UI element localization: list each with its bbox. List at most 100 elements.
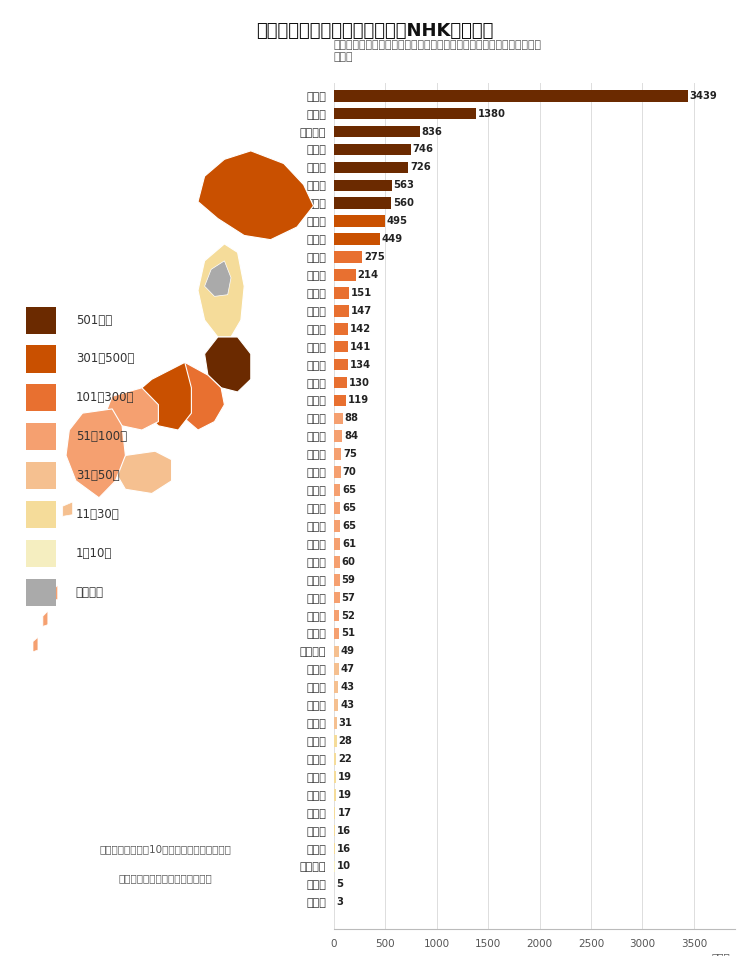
Bar xyxy=(334,198,392,209)
Polygon shape xyxy=(33,638,38,652)
Bar xyxy=(334,180,392,191)
Bar xyxy=(334,270,356,281)
Bar xyxy=(334,610,339,621)
Bar xyxy=(334,413,343,424)
Bar xyxy=(334,663,338,675)
Text: 43: 43 xyxy=(340,700,354,710)
Text: 1380: 1380 xyxy=(478,109,506,119)
Text: 28: 28 xyxy=(338,736,352,746)
Bar xyxy=(334,341,348,353)
Bar xyxy=(334,682,338,693)
Text: 151: 151 xyxy=(351,288,373,298)
Polygon shape xyxy=(198,151,314,240)
Bar xyxy=(334,628,339,640)
Text: 57: 57 xyxy=(341,593,356,602)
Text: 84: 84 xyxy=(344,431,358,442)
Text: 17: 17 xyxy=(338,808,351,817)
FancyBboxPatch shape xyxy=(26,384,56,411)
Text: 52: 52 xyxy=(341,611,355,620)
Bar xyxy=(334,574,340,585)
Bar xyxy=(334,771,336,783)
FancyBboxPatch shape xyxy=(26,540,56,567)
Text: 560: 560 xyxy=(393,198,414,208)
Text: 発表なし: 発表なし xyxy=(76,586,104,599)
Text: 746: 746 xyxy=(413,144,434,155)
Text: 301～500人: 301～500人 xyxy=(76,353,134,365)
Polygon shape xyxy=(53,585,58,601)
Text: 65: 65 xyxy=(342,485,356,495)
Text: 119: 119 xyxy=(348,396,369,405)
Bar xyxy=(334,789,336,800)
Bar xyxy=(334,538,340,550)
FancyBboxPatch shape xyxy=(26,462,56,489)
Text: 142: 142 xyxy=(350,324,371,334)
Text: 31: 31 xyxy=(339,718,352,728)
Text: 75: 75 xyxy=(344,449,357,459)
FancyBboxPatch shape xyxy=(26,424,56,450)
Text: 130: 130 xyxy=(349,378,370,387)
Bar xyxy=(334,215,385,227)
Bar xyxy=(334,287,350,298)
Bar xyxy=(334,645,339,657)
Bar xyxy=(334,556,340,568)
Polygon shape xyxy=(142,362,191,430)
Bar xyxy=(334,143,410,155)
FancyBboxPatch shape xyxy=(26,307,56,334)
Bar xyxy=(334,520,340,532)
Text: 43: 43 xyxy=(340,683,354,692)
Text: 65: 65 xyxy=(342,521,356,531)
Text: 都道府県別の感染者数（累計・NHKまとめ）: 都道府県別の感染者数（累計・NHKまとめ） xyxy=(256,22,494,40)
FancyBboxPatch shape xyxy=(26,345,56,373)
Text: 88: 88 xyxy=(345,413,358,424)
Bar xyxy=(334,305,349,316)
Bar xyxy=(334,717,337,728)
Bar xyxy=(334,162,409,173)
Bar xyxy=(334,448,341,460)
Text: 134: 134 xyxy=(350,359,370,370)
Bar xyxy=(334,753,336,765)
Polygon shape xyxy=(63,502,73,516)
FancyBboxPatch shape xyxy=(26,579,56,606)
Text: 61: 61 xyxy=(342,539,356,549)
Bar xyxy=(334,735,337,747)
Bar xyxy=(334,377,347,388)
Bar xyxy=(334,467,341,478)
Text: 59: 59 xyxy=(342,575,355,585)
Bar xyxy=(334,395,346,406)
Bar xyxy=(334,825,335,836)
Text: 501人～: 501人～ xyxy=(76,314,112,327)
Text: 101～300人: 101～300人 xyxy=(76,391,134,404)
Text: 3: 3 xyxy=(336,898,343,907)
Text: 147: 147 xyxy=(351,306,372,315)
Text: （人）: （人） xyxy=(711,952,730,956)
Bar xyxy=(334,592,340,603)
Polygon shape xyxy=(106,388,158,430)
Text: 275: 275 xyxy=(364,252,385,262)
Bar xyxy=(334,485,340,496)
Polygon shape xyxy=(43,611,48,626)
Text: 65: 65 xyxy=(342,503,356,513)
Text: 下のグラフや数字をクリック・タップするとその都道府県の推移を見ら
れます: 下のグラフや数字をクリック・タップするとその都道府県の推移を見ら れます xyxy=(334,40,542,62)
Bar xyxy=(334,108,476,120)
Polygon shape xyxy=(172,362,224,430)
Bar xyxy=(334,126,420,138)
Bar xyxy=(334,807,335,818)
Text: 51～100人: 51～100人 xyxy=(76,430,127,444)
Text: 726: 726 xyxy=(410,163,431,172)
Polygon shape xyxy=(66,409,125,498)
Text: 1～10人: 1～10人 xyxy=(76,547,112,560)
Text: 19: 19 xyxy=(338,790,352,800)
Text: 16: 16 xyxy=(338,843,351,854)
Text: 3439: 3439 xyxy=(689,91,717,100)
Bar xyxy=(334,700,338,711)
Bar xyxy=(334,430,343,442)
Text: 47: 47 xyxy=(340,664,355,674)
Text: 16: 16 xyxy=(338,826,351,836)
Polygon shape xyxy=(198,244,244,337)
Text: 449: 449 xyxy=(382,234,403,244)
Text: 31～50人: 31～50人 xyxy=(76,469,119,482)
Text: （４月２３日午前10時半までの情報を表示）: （４月２３日午前10時半までの情報を表示） xyxy=(99,844,231,854)
Polygon shape xyxy=(205,337,251,392)
Text: 563: 563 xyxy=(394,181,415,190)
Text: 141: 141 xyxy=(350,341,371,352)
